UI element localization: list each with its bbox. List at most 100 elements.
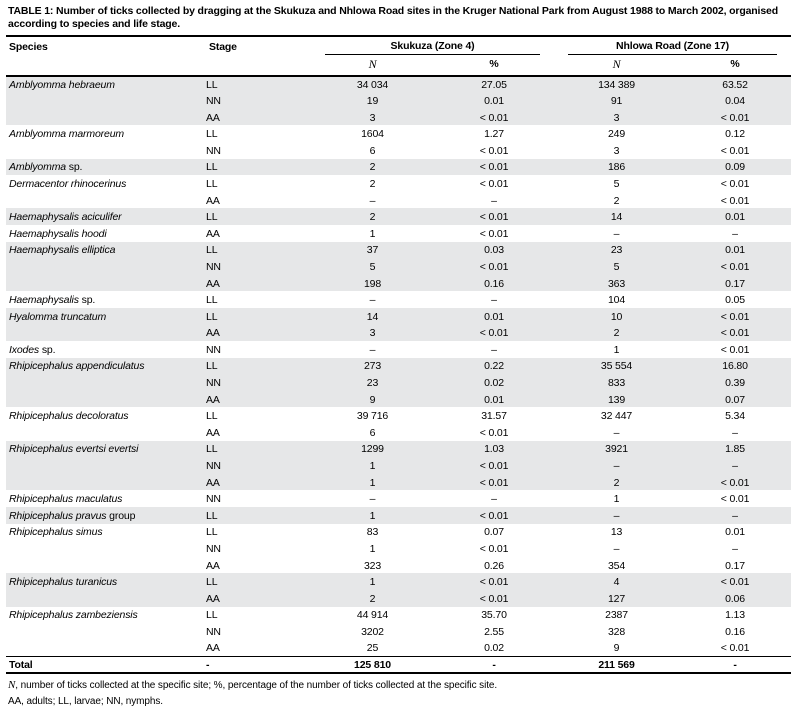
pct-nhlowa-cell: 0.07: [725, 393, 745, 406]
n-nhlowa-cell: 13: [610, 526, 623, 539]
n-nhlowa-cell: 35 554: [600, 360, 633, 373]
species-cell: Dermacentor rhinocerinus: [9, 177, 127, 190]
pct-skukuza-cell: 31.57: [481, 410, 507, 423]
species-cell: Rhipicephalus decoloratus: [9, 410, 129, 423]
n-skukuza-cell: 3: [369, 111, 376, 124]
n-skukuza-cell: 1: [369, 576, 376, 589]
pct-skukuza-cell: < 0.01: [479, 161, 509, 174]
species-cell: Rhipicephalus pravus group: [9, 509, 136, 522]
pct-nhlowa-cell: < 0.01: [720, 642, 750, 655]
tick-table: Species Stage Skukuza (Zone 4) Nhlowa Ro…: [6, 35, 792, 675]
n-nhlowa-cell: 249: [607, 128, 626, 141]
pct-nhlowa-cell: –: [732, 543, 738, 556]
species-cell: Rhipicephalus maculatus: [9, 493, 123, 506]
pct-nhlowa-cell: –: [732, 227, 738, 240]
pct-nhlowa-cell: 0.17: [725, 559, 745, 572]
table-footnotes: N, number of ticks collected at the spec…: [6, 674, 791, 709]
species-cell: [6, 258, 206, 275]
pct-skukuza-cell: 0.01: [484, 310, 504, 323]
species-cell: [6, 109, 206, 126]
n-nhlowa-cell: –: [613, 509, 620, 522]
table-row: Rhipicephalus appendiculatus LL 273 0.22 35 …: [6, 357, 792, 375]
stage-cell: LL: [206, 360, 218, 373]
table-row: Dermacentor rhinocerinus LL 2 < 0.01 5 < 0.01: [6, 175, 791, 192]
n-skukuza-cell: 44 914: [356, 609, 389, 622]
n-skukuza-cell: –: [369, 493, 376, 506]
n-skukuza-cell: 25: [366, 642, 379, 655]
n-skukuza-cell: 19: [366, 94, 379, 107]
stage-cell: LL: [206, 294, 218, 307]
pct-skukuza-cell: < 0.01: [479, 327, 509, 340]
n-nhlowa-cell: 833: [607, 377, 626, 390]
pct-nhlowa-cell: 0.17: [725, 277, 745, 290]
stage-cell: LL: [206, 177, 218, 190]
n-nhlowa-cell: 91: [610, 94, 623, 107]
total-pct-nhlowa: -: [733, 659, 737, 672]
col-header-n-skukuza: N: [368, 56, 377, 71]
n-nhlowa-cell: 3: [613, 144, 620, 157]
table-row: AA 3 < 0.01 2 < 0.01: [6, 324, 792, 342]
total-n-skukuza: 125 810: [354, 659, 391, 672]
stage-cell: NN: [206, 94, 221, 107]
n-skukuza-cell: –: [369, 343, 376, 356]
pct-nhlowa-cell: 0.05: [725, 294, 745, 307]
stage-cell: AA: [206, 642, 220, 655]
n-nhlowa-cell: 1: [613, 343, 620, 356]
species-cell: Hyalomma truncatum: [9, 310, 107, 323]
pct-skukuza-cell: 0.01: [484, 393, 504, 406]
stage-cell: AA: [206, 194, 220, 207]
n-skukuza-cell: 1: [369, 476, 376, 489]
pct-skukuza-cell: < 0.01: [479, 476, 509, 489]
n-nhlowa-cell: 104: [607, 294, 626, 307]
table-row: AA 198 0.16 363 0.17: [6, 274, 792, 292]
n-skukuza-cell: 2: [369, 161, 376, 174]
stage-cell: NN: [206, 377, 221, 390]
stage-cell: LL: [206, 78, 218, 91]
stage-cell: NN: [206, 260, 221, 273]
pct-nhlowa-cell: < 0.01: [720, 493, 750, 506]
table-row: NN 3202 2.55 328 0.16: [6, 623, 791, 640]
stage-cell: NN: [206, 493, 221, 506]
n-skukuza-cell: 39 716: [356, 410, 389, 423]
n-skukuza-cell: 3: [369, 327, 376, 340]
table-body: Amblyomma hebraeum LL 34 034 27.05 134 389 63…: [6, 75, 792, 674]
n-skukuza-cell: 1: [369, 509, 376, 522]
n-nhlowa-cell: 354: [607, 559, 626, 572]
footnote-line-1-text: , number of ticks collected at the speci…: [15, 680, 498, 692]
stage-cell: LL: [206, 509, 218, 522]
table-row: NN 1 < 0.01 – –: [6, 540, 791, 557]
n-nhlowa-cell: 32 447: [600, 410, 633, 423]
pct-skukuza-cell: 0.02: [484, 377, 504, 390]
n-skukuza-cell: 323: [363, 559, 382, 572]
n-nhlowa-cell: –: [613, 227, 620, 240]
pct-nhlowa-cell: < 0.01: [720, 310, 750, 323]
species-cell: Ixodes sp.: [9, 343, 56, 356]
stage-cell: LL: [206, 244, 218, 257]
table-row: Amblyomma marmoreum LL 1604 1.27 249 0.12: [6, 125, 791, 142]
species-cell: [6, 424, 206, 441]
col-header-species: Species: [9, 40, 48, 53]
pct-nhlowa-cell: –: [732, 426, 738, 439]
pct-nhlowa-cell: 0.01: [725, 244, 745, 257]
n-nhlowa-cell: 14: [610, 211, 623, 224]
total-pct-skukuza: -: [492, 659, 496, 672]
table-row: AA 1 < 0.01 2 < 0.01: [6, 473, 792, 491]
species-cell: [6, 557, 206, 574]
pct-nhlowa-cell: < 0.01: [720, 327, 750, 340]
col-group-skukuza-label: Skukuza (Zone 4): [325, 40, 541, 55]
species-cell: Amblyomma hebraeum: [9, 78, 115, 91]
n-skukuza-cell: 6: [369, 426, 376, 439]
n-skukuza-cell: 1299: [361, 443, 384, 456]
species-cell: Rhipicephalus simus: [9, 526, 103, 539]
col-header-pct-skukuza: %: [489, 58, 499, 71]
table-row: AA 25 0.02 9 < 0.01: [6, 640, 791, 657]
n-skukuza-cell: 37: [366, 244, 379, 257]
n-skukuza-cell: 83: [366, 526, 379, 539]
col-header-n-nhlowa: N: [612, 56, 621, 71]
pct-skukuza-cell: –: [491, 493, 497, 506]
col-group-nhlowa: Nhlowa Road (Zone 17): [554, 36, 791, 55]
table-row: AA 9 0.01 139 0.07: [6, 390, 792, 408]
col-header-stage: Stage: [209, 40, 237, 53]
table-row: NN 6 < 0.01 3 < 0.01: [6, 142, 791, 159]
